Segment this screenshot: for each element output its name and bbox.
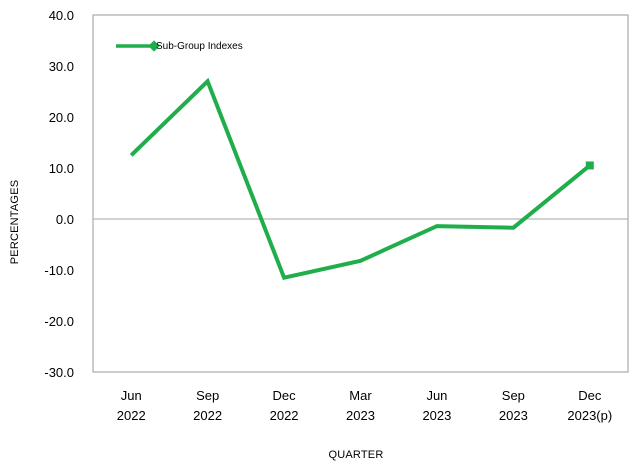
y-tick-label: 10.0 xyxy=(49,161,74,176)
x-tick-label: 2022 xyxy=(193,408,222,423)
y-tick-label: -10.0 xyxy=(44,263,74,278)
x-tick-label: Dec xyxy=(273,388,297,403)
x-axis-title: QUARTER xyxy=(329,449,384,461)
x-tick-label: Jun xyxy=(121,388,142,403)
x-tick-label: Jun xyxy=(426,388,447,403)
x-tick-label: 2022 xyxy=(270,408,299,423)
x-tick-label: Sep xyxy=(196,388,219,403)
plot-frame xyxy=(92,14,629,373)
legend-label: Sub-Group Indexes xyxy=(156,41,243,52)
x-tick-label: 2023 xyxy=(346,408,375,423)
y-tick-label: 0.0 xyxy=(56,212,74,227)
x-tick-label: 2022 xyxy=(117,408,146,423)
series-line xyxy=(129,77,592,281)
legend: Sub-Group Indexes xyxy=(116,40,243,52)
x-tick-label: Mar xyxy=(349,388,372,403)
y-tick-label: 20.0 xyxy=(49,110,74,125)
x-axis-ticks: Jun 2022 Sep 2022 Dec 2022 Mar 2023 Jun 2023 Sep 20… xyxy=(117,388,612,423)
y-tick-label: 40.0 xyxy=(49,8,74,23)
plot-area: 40.0 30.0 20.0 10.0 0.0 -10.0 -20.0 -30.0 Jun 20… xyxy=(44,8,629,423)
x-tick-label: 2023 xyxy=(499,408,528,423)
y-tick-label: 30.0 xyxy=(49,59,74,74)
data-point-marker xyxy=(585,161,594,170)
y-tick-label: -20.0 xyxy=(44,314,74,329)
x-tick-label: Dec xyxy=(578,388,602,403)
x-tick-label: Sep xyxy=(502,388,525,403)
legend-marker-icon xyxy=(148,40,160,52)
y-tick-label: -30.0 xyxy=(44,365,74,380)
series-layer xyxy=(129,77,594,281)
y-axis-title: PERCENTAGES xyxy=(9,180,21,265)
x-tick-label: 2023 xyxy=(422,408,451,423)
y-axis-ticks: 40.0 30.0 20.0 10.0 0.0 -10.0 -20.0 -30.0 xyxy=(44,8,74,380)
x-tick-label: 2023(p) xyxy=(567,408,612,423)
